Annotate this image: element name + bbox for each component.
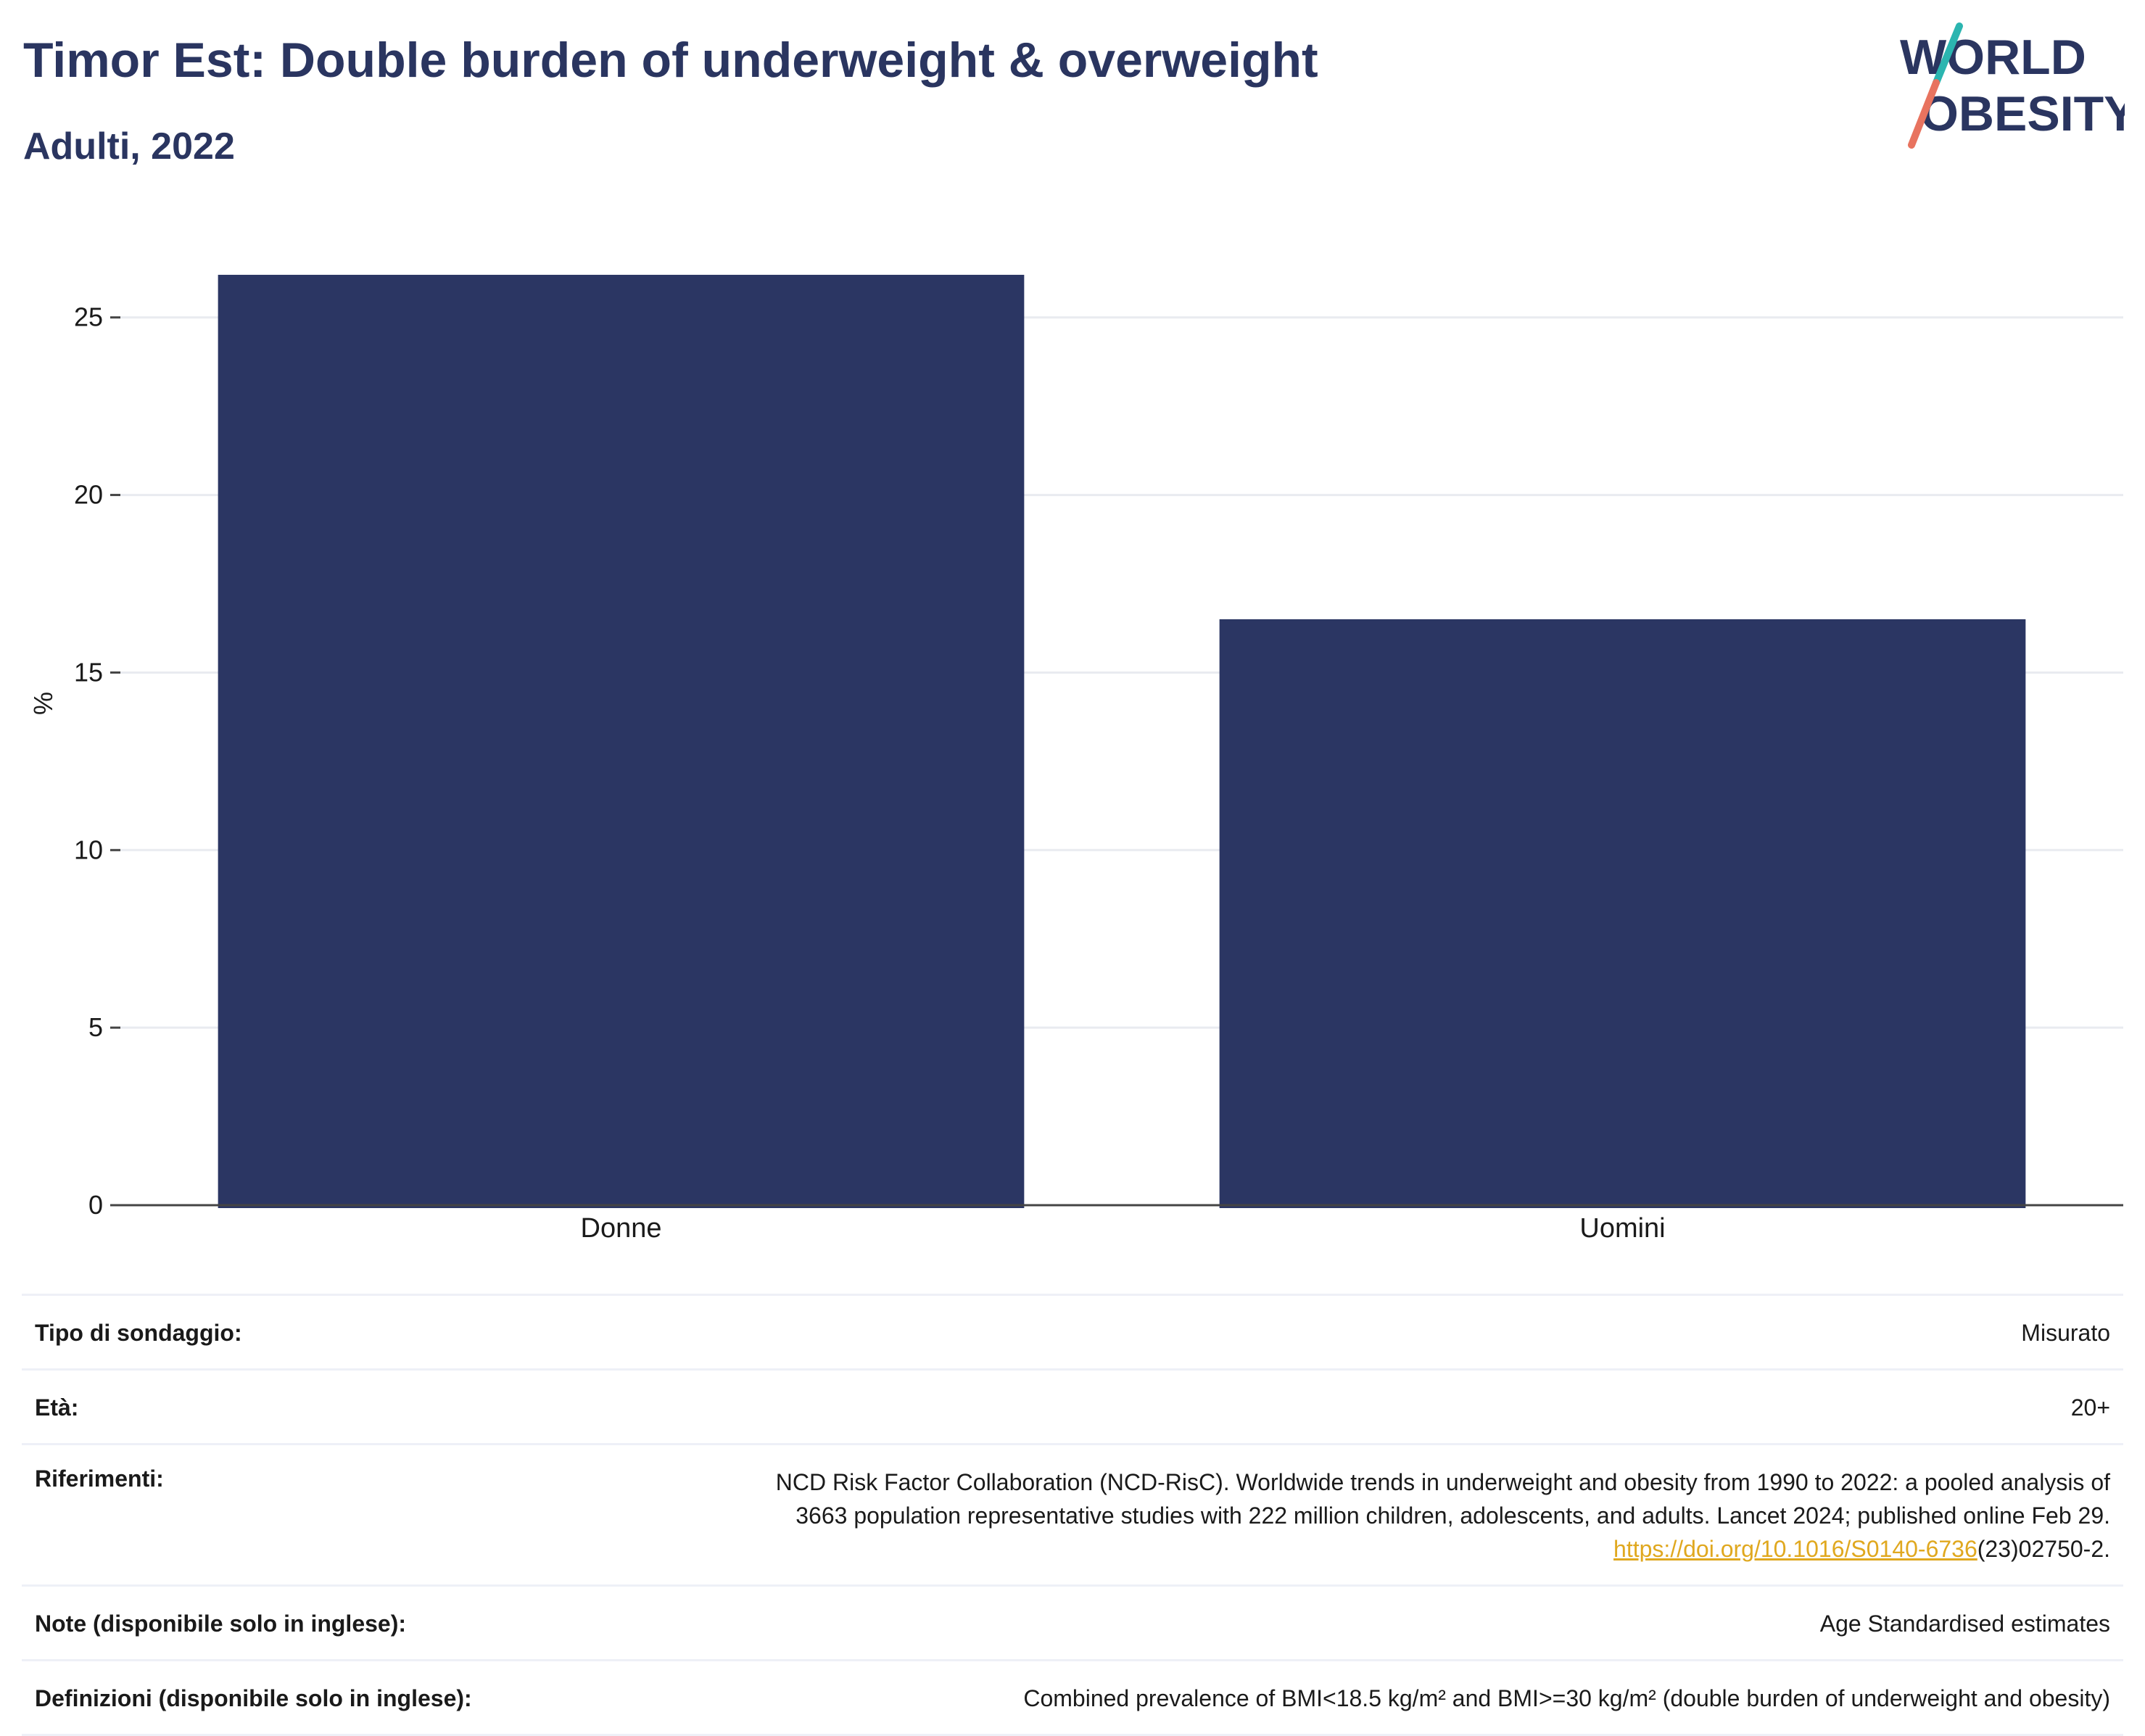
axes: 0 5 10 15 20 25 Donne Uomini	[74, 302, 2123, 1244]
reference-line: NCD Risk Factor Collaboration (NCD-RisC)…	[775, 1469, 2110, 1495]
logo-slash-top	[1933, 22, 1963, 86]
world-obesity-logo: WORLD OBESITY	[1900, 22, 2125, 149]
logo-slash-bottom	[1908, 79, 1940, 149]
info-label: Età:	[35, 1394, 79, 1421]
y-tick-label: 20	[74, 480, 103, 510]
doi-suffix: (23)02750-2.	[1977, 1536, 2110, 1562]
y-tick-label: 10	[74, 835, 103, 864]
bar-donne	[218, 274, 1025, 1208]
info-row-references: Riferimenti: NCD Risk Factor Collaborati…	[22, 1443, 2123, 1584]
info-label: Definizioni (disponibile solo in inglese…	[35, 1685, 472, 1711]
y-axis-label: %	[28, 692, 58, 715]
info-row-survey-type: Tipo di sondaggio: Misurato	[22, 1294, 2123, 1368]
info-value-references: NCD Risk Factor Collaboration (NCD-RisC)…	[776, 1466, 2110, 1566]
y-tick-label: 25	[74, 302, 103, 332]
info-label: Tipo di sondaggio:	[35, 1320, 242, 1346]
info-value: Combined prevalence of BMI<18.5 kg/m² an…	[1023, 1685, 2110, 1711]
info-table: Tipo di sondaggio: Misurato Età: 20+ Rif…	[22, 1294, 2123, 1736]
x-tick-label: Donne	[581, 1213, 662, 1244]
info-value: Misurato	[2021, 1320, 2110, 1346]
bars	[218, 274, 2026, 1208]
logo-line2: OBESITY	[1920, 86, 2125, 141]
info-label: Note (disponibile solo in inglese):	[35, 1611, 407, 1637]
logo-line1: WORLD	[1900, 30, 2086, 85]
bar-chart: 0 5 10 15 20 25 Donne Uomini %	[28, 274, 2123, 1244]
y-tick-label: 5	[88, 1012, 103, 1042]
chart-title: Timor Est: Double burden of underweight …	[23, 33, 1318, 88]
info-row-definitions: Definizioni (disponibile solo in inglese…	[22, 1659, 2123, 1736]
reference-line: 3663 population representative studies w…	[795, 1503, 2110, 1529]
info-value: Age Standardised estimates	[1819, 1611, 2110, 1637]
doi-link[interactable]: https://doi.org/10.1016/S0140-6736	[1613, 1536, 1977, 1562]
y-tick-label: 0	[88, 1190, 103, 1220]
y-tick-label: 15	[74, 657, 103, 687]
info-row-age: Età: 20+	[22, 1368, 2123, 1443]
info-label: Riferimenti:	[35, 1466, 164, 1492]
info-value: 20+	[2070, 1394, 2110, 1421]
chart-subtitle: Adulti, 2022	[23, 125, 235, 168]
info-row-notes: Note (disponibile solo in inglese): Age …	[22, 1584, 2123, 1659]
x-tick-label: Uomini	[1579, 1213, 1665, 1244]
bar-uomini	[1219, 619, 2026, 1208]
